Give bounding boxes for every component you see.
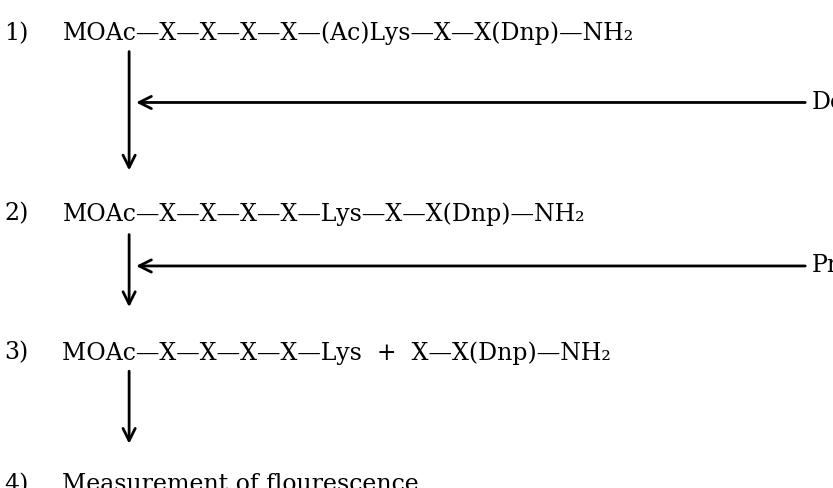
Text: MOAc—X—X—X—X—Lys  +  X—X(Dnp)—NH₂: MOAc—X—X—X—X—Lys + X—X(Dnp)—NH₂ bbox=[62, 342, 611, 365]
Text: 4): 4) bbox=[4, 473, 28, 488]
Text: 2): 2) bbox=[4, 203, 28, 225]
Text: MOAc—X—X—X—X—Lys—X—X(Dnp)—NH₂: MOAc—X—X—X—X—Lys—X—X(Dnp)—NH₂ bbox=[62, 203, 585, 226]
Text: Deacetylase: Deacetylase bbox=[812, 91, 833, 114]
Text: MOAc—X—X—X—X—(Ac)Lys—X—X(Dnp)—NH₂: MOAc—X—X—X—X—(Ac)Lys—X—X(Dnp)—NH₂ bbox=[62, 22, 634, 45]
Text: 3): 3) bbox=[4, 342, 28, 365]
Text: 1): 1) bbox=[4, 22, 28, 45]
Text: Measurement of flourescence: Measurement of flourescence bbox=[62, 473, 419, 488]
Text: Protease: Protease bbox=[812, 254, 833, 278]
